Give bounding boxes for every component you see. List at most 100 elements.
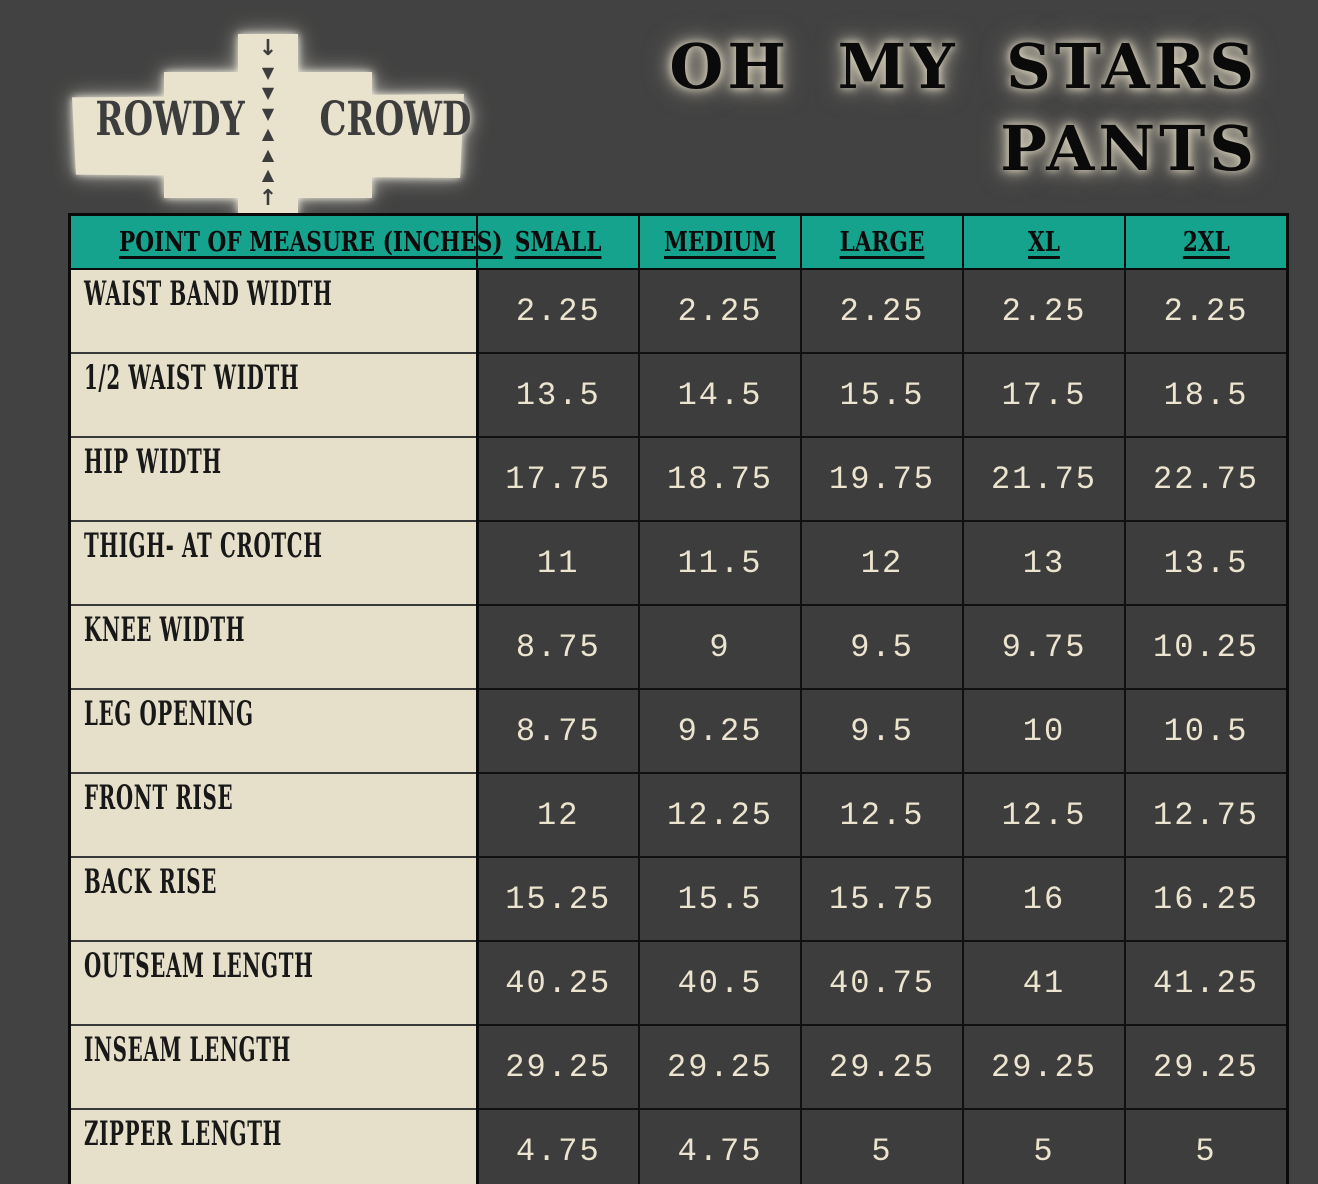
- header-size-xl: XL: [962, 213, 1126, 270]
- measurement-value: 40.75: [800, 940, 964, 1026]
- table-row: 1/2 WAIST WIDTH 13.5 14.5 15.5 17.5 18.5: [68, 352, 1289, 438]
- row-label-cell: ZIPPER LENGTH: [68, 1108, 479, 1184]
- table-row: OUTSEAM LENGTH 40.25 40.5 40.75 41 41.25: [68, 940, 1289, 1026]
- row-label: THIGH- AT CROTCH: [84, 526, 323, 566]
- measurement-value: 22.75: [1124, 436, 1289, 522]
- measurement-value: 15.5: [638, 856, 802, 942]
- measurement-value: 12.25: [638, 772, 802, 858]
- row-label-cell: KNEE WIDTH: [68, 604, 479, 690]
- row-label: KNEE WIDTH: [84, 610, 246, 650]
- measurement-value: 29.25: [476, 1024, 640, 1110]
- measurement-value: 12: [800, 520, 964, 606]
- header-area: ROWDY CROWD ↓ ▼ ▼ ▼ ▲ ▲ ▲ ↑ OH MY STARS PANTS: [0, 0, 1318, 214]
- header-label: LARGE: [839, 226, 925, 258]
- measurement-value: 8.75: [476, 604, 640, 690]
- table-row: ZIPPER LENGTH 4.75 4.75 5 5 5: [68, 1108, 1289, 1184]
- header-label: SMALL: [514, 226, 602, 258]
- row-label: LEG OPENING: [84, 694, 254, 734]
- measurement-value: 40.5: [638, 940, 802, 1026]
- measurement-value: 17.5: [962, 352, 1126, 438]
- measurement-value: 16: [962, 856, 1126, 942]
- row-label: INSEAM LENGTH: [84, 1030, 291, 1070]
- table-row: INSEAM LENGTH 29.25 29.25 29.25 29.25 29.25: [68, 1024, 1289, 1110]
- table-row: THIGH- AT CROTCH 11 11.5 12 13 13.5: [68, 520, 1289, 606]
- title-line-1: OH MY STARS: [669, 30, 1258, 103]
- row-label: FRONT RISE: [84, 778, 234, 818]
- measurement-value: 14.5: [638, 352, 802, 438]
- measurement-value: 11: [476, 520, 640, 606]
- measurement-value: 18.75: [638, 436, 802, 522]
- row-label-cell: OUTSEAM LENGTH: [68, 940, 479, 1026]
- row-label: HIP WIDTH: [84, 442, 222, 482]
- table-row: FRONT RISE 12 12.25 12.5 12.5 12.75: [68, 772, 1289, 858]
- triangle-arrow-icon: ▼: [261, 62, 275, 82]
- measurement-value: 29.25: [1124, 1024, 1289, 1110]
- measurement-value: 40.25: [476, 940, 640, 1026]
- measurement-value: 2.25: [800, 268, 964, 354]
- measurement-value: 9.5: [800, 688, 964, 774]
- header-label: MEDIUM: [664, 226, 776, 258]
- row-label: BACK RISE: [84, 862, 218, 902]
- measurement-value: 12.5: [800, 772, 964, 858]
- header-size-medium: MEDIUM: [638, 213, 802, 270]
- logo-vertical-bar: [238, 34, 298, 214]
- row-label-cell: FRONT RISE: [68, 772, 479, 858]
- measurement-value: 29.25: [638, 1024, 802, 1110]
- measurement-value: 5: [1124, 1108, 1289, 1184]
- row-label-cell: 1/2 WAIST WIDTH: [68, 352, 479, 438]
- measurement-value: 13: [962, 520, 1126, 606]
- header-label: 2XL: [1182, 226, 1230, 258]
- measurement-value: 16.25: [1124, 856, 1289, 942]
- logo-word-crowd: CROWD: [319, 92, 472, 147]
- measurement-value: 12: [476, 772, 640, 858]
- measurement-value: 5: [962, 1108, 1126, 1184]
- triangle-arrow-icon: ↓: [258, 36, 278, 61]
- measurement-value: 5: [800, 1108, 964, 1184]
- measurement-value: 21.75: [962, 436, 1126, 522]
- header-point-of-measure: POINT OF MEASURE (INCHES): [68, 213, 503, 270]
- header-size-small: SMALL: [476, 213, 640, 270]
- measurement-value: 4.75: [476, 1108, 640, 1184]
- measurement-value: 18.5: [1124, 352, 1289, 438]
- table-row: BACK RISE 15.25 15.5 15.75 16 16.25: [68, 856, 1289, 942]
- row-label: WAIST BAND WIDTH: [84, 274, 333, 314]
- header-size-large: LARGE: [800, 213, 964, 270]
- header-label: POINT OF MEASURE (INCHES): [118, 226, 503, 258]
- table-row: WAIST BAND WIDTH 2.25 2.25 2.25 2.25 2.25: [68, 268, 1289, 354]
- measurement-value: 4.75: [638, 1108, 802, 1184]
- title-line-2: PANTS: [1000, 111, 1258, 185]
- measurement-value: 15.75: [800, 856, 964, 942]
- measurement-value: 10.5: [1124, 688, 1289, 774]
- table-row: LEG OPENING 8.75 9.25 9.5 10 10.5: [68, 688, 1289, 774]
- row-label: ZIPPER LENGTH: [84, 1114, 282, 1154]
- triangle-arrow-icon: ↑: [258, 185, 278, 211]
- measurement-value: 19.75: [800, 436, 964, 522]
- row-label-cell: BACK RISE: [68, 856, 479, 942]
- measurement-value: 10: [962, 688, 1126, 774]
- header-row: POINT OF MEASURE (INCHES) SMALL MEDIUM LARG…: [68, 213, 1289, 270]
- measurement-value: 12.75: [1124, 772, 1289, 858]
- row-label: OUTSEAM LENGTH: [84, 946, 314, 986]
- logo-arrow-column: ↓ ▼ ▼ ▼ ▲ ▲ ▲ ↑: [238, 38, 298, 210]
- measurement-value: 8.75: [476, 688, 640, 774]
- triangle-arrow-icon: ▼: [261, 103, 275, 123]
- measurement-value: 15.5: [800, 352, 964, 438]
- rowdy-crowd-logo: ROWDY CROWD ↓ ▼ ▼ ▼ ▲ ▲ ▲ ↑: [72, 8, 472, 214]
- measurement-value: 15.25: [476, 856, 640, 942]
- header-size-2xl: 2XL: [1124, 213, 1289, 270]
- measurement-value: 13.5: [1124, 520, 1289, 606]
- measurement-value: 2.25: [962, 268, 1126, 354]
- triangle-arrow-icon: ▲: [261, 165, 275, 185]
- row-label-cell: LEG OPENING: [68, 688, 479, 774]
- triangle-arrow-icon: ▲: [261, 124, 275, 144]
- measurement-value: 2.25: [638, 268, 802, 354]
- measurement-value: 41: [962, 940, 1126, 1026]
- triangle-arrow-icon: ▲: [261, 144, 275, 164]
- measurement-value: 10.25: [1124, 604, 1289, 690]
- table-row: HIP WIDTH 17.75 18.75 19.75 21.75 22.75: [68, 436, 1289, 522]
- table-row: KNEE WIDTH 8.75 9 9.5 9.75 10.25: [68, 604, 1289, 690]
- measurement-value: 29.25: [962, 1024, 1126, 1110]
- measurement-value: 2.25: [1124, 268, 1289, 354]
- header-label: XL: [1028, 226, 1060, 258]
- measurement-value: 9: [638, 604, 802, 690]
